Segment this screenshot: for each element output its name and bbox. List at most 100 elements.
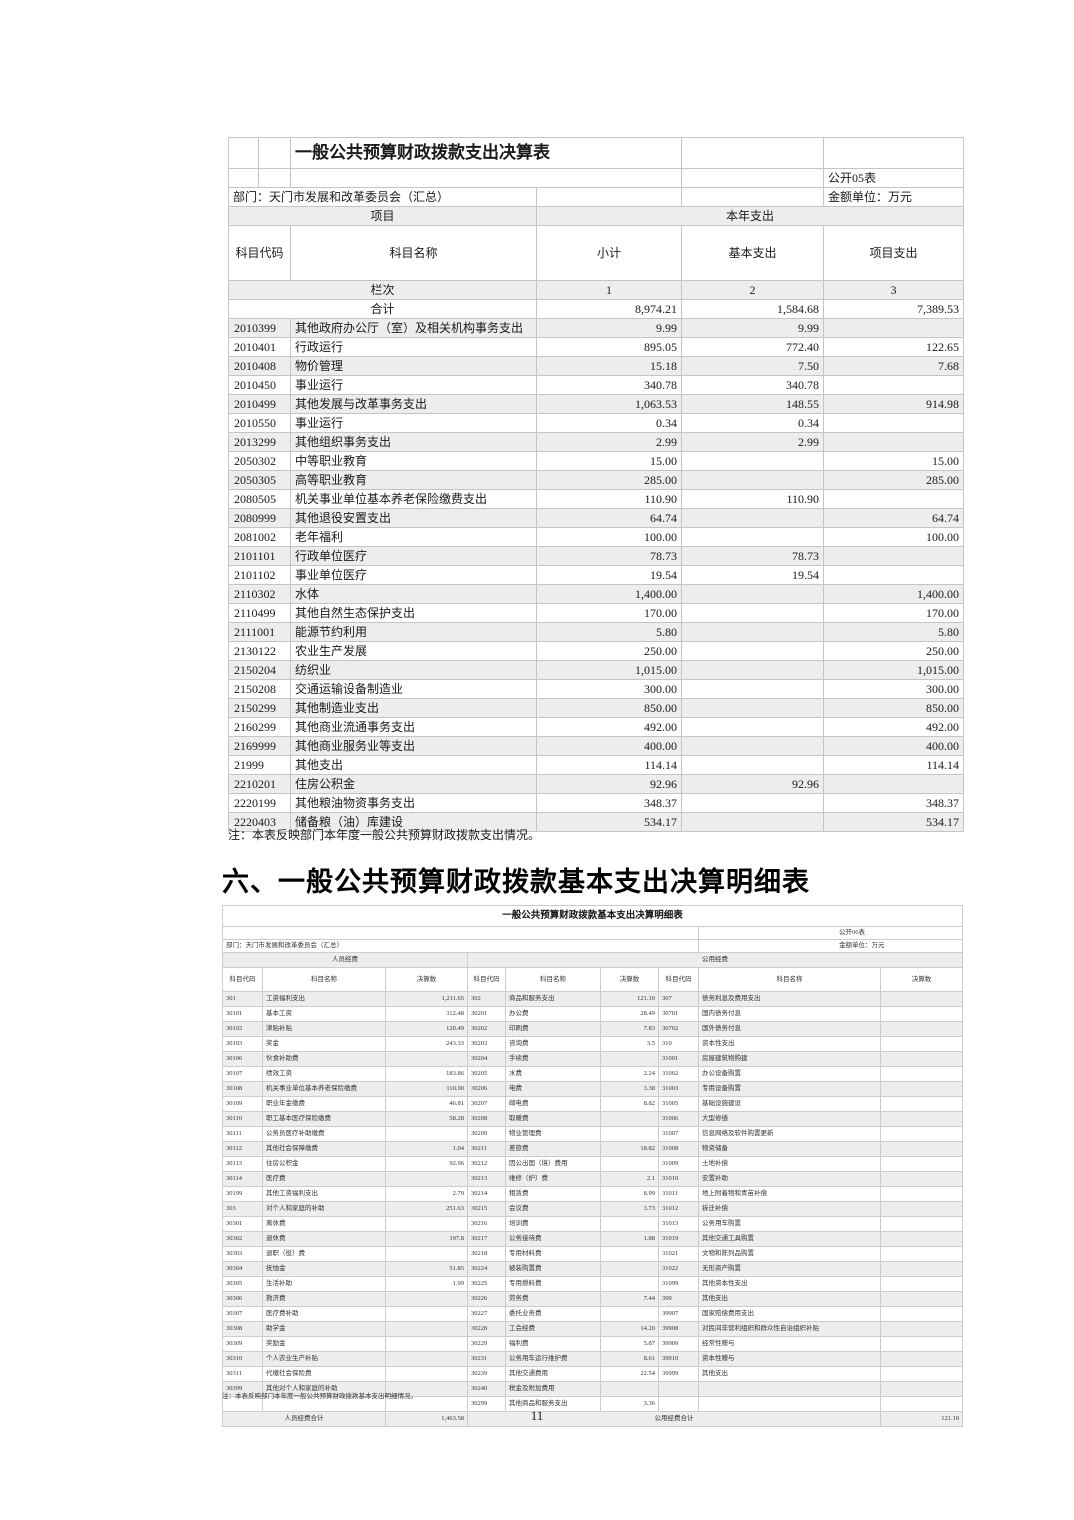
project-value: 492.00 bbox=[823, 717, 964, 737]
amount-value: 92.96 bbox=[385, 1156, 468, 1172]
subtotal-value: 534.17 bbox=[536, 812, 682, 832]
amount-value bbox=[879, 1051, 964, 1067]
total-basic: 1,584.68 bbox=[681, 299, 824, 319]
table-row: 2160299 其他商业流通事务支出 492.00 492.00 bbox=[228, 717, 964, 737]
table-row: 30309 奖励金 30229 福利费 5.87 39909 经常性赠与 bbox=[222, 1336, 964, 1352]
header-item: 项目 bbox=[228, 206, 537, 226]
basic-value bbox=[681, 698, 824, 718]
subject-code: 30228 bbox=[467, 1321, 506, 1337]
subject-code: 30218 bbox=[467, 1246, 506, 1262]
amount-value bbox=[879, 1276, 964, 1292]
subject-name: 储备粮（油）库建设 bbox=[290, 812, 537, 832]
table2-sheet-row: 公开06表 bbox=[222, 926, 964, 940]
subject-name: 被装购置费 bbox=[505, 1261, 601, 1277]
amount-value bbox=[879, 1096, 964, 1112]
amount-value bbox=[879, 991, 964, 1007]
subject-code: 30209 bbox=[467, 1126, 506, 1142]
basic-value bbox=[681, 622, 824, 642]
table1-sheet-label: 公开05表 bbox=[823, 168, 964, 188]
subject-code: 30305 bbox=[222, 1276, 263, 1292]
subject-code: 2010499 bbox=[228, 394, 291, 414]
subject-name: 安置补助 bbox=[698, 1171, 881, 1187]
project-value: 400.00 bbox=[823, 736, 964, 756]
subject-name: 住房公积金 bbox=[262, 1156, 386, 1172]
subject-code: 2111001 bbox=[228, 622, 291, 642]
subject-name: 工会经费 bbox=[505, 1321, 601, 1337]
table-row: 30113 住房公积金 92.96 30212 因公出国（境）费用 31009 土地补偿 bbox=[222, 1156, 964, 1172]
table-row: 2010550 事业运行 0.34 0.34 bbox=[228, 413, 964, 433]
subject-name: 办公设备购置 bbox=[698, 1066, 881, 1082]
table-row: 2081002 老年福利 100.00 100.00 bbox=[228, 527, 964, 547]
subject-name: 其他支出 bbox=[698, 1366, 881, 1382]
subject-name: 公务员医疗补助缴费 bbox=[262, 1126, 386, 1142]
basic-value bbox=[681, 584, 824, 604]
table2-title-row: 一般公共预算财政拨款基本支出决算明细表 bbox=[221, 905, 964, 927]
table-row: 2013299 其他组织事务支出 2.99 2.99 bbox=[228, 432, 964, 452]
amount-value bbox=[385, 1321, 468, 1337]
header-subject-name: 科目名称 bbox=[698, 967, 881, 992]
table-row: 30310 个人农业生产补贴 30231 公务用车运行维护费 8.61 39910 资本性赠… bbox=[222, 1351, 964, 1367]
subtotal-value: 170.00 bbox=[536, 603, 682, 623]
amount-value: 2.79 bbox=[385, 1186, 468, 1202]
amount-value bbox=[879, 1306, 964, 1322]
header-amount: 决算数 bbox=[600, 967, 659, 992]
subject-code: 2010399 bbox=[228, 318, 291, 338]
subject-code: 307 bbox=[658, 991, 699, 1007]
subject-code: 30311 bbox=[222, 1366, 263, 1382]
subject-name: 离休费 bbox=[262, 1216, 386, 1232]
amount-value: 243.33 bbox=[385, 1036, 468, 1052]
subtotal-value: 250.00 bbox=[536, 641, 682, 661]
amount-value bbox=[879, 1291, 964, 1307]
subject-name: 国家赔偿费用支出 bbox=[698, 1306, 881, 1322]
project-value bbox=[823, 565, 964, 585]
subject-code: 31001 bbox=[658, 1051, 699, 1067]
subject-name: 无形资产购置 bbox=[698, 1261, 881, 1277]
subject-code: 30226 bbox=[467, 1291, 506, 1307]
header-subject-code: 科目代码 bbox=[228, 225, 291, 281]
subject-name: 大型修缮 bbox=[698, 1111, 881, 1127]
subject-name: 其他商业流通事务支出 bbox=[290, 717, 537, 737]
amount-value bbox=[879, 1141, 964, 1157]
amount-value: 3.38 bbox=[600, 1081, 659, 1097]
spacer-cell bbox=[258, 137, 291, 169]
subject-code: 2220199 bbox=[228, 793, 291, 813]
subject-name: 咨询费 bbox=[505, 1036, 601, 1052]
table-row: 30101 基本工资 312.48 30201 办公费 28.49 30701 国内债务付息 bbox=[222, 1006, 964, 1022]
table-row: 30110 职工基本医疗保险缴费 58.28 30208 取暖费 31006 大型修缮 bbox=[222, 1111, 964, 1127]
total-label: 合计 bbox=[228, 299, 537, 319]
subtotal-value: 5.80 bbox=[536, 622, 682, 642]
table1-department: 部门：天门市发展和改革委员会（汇总） bbox=[228, 187, 537, 207]
subject-name: 公务用车运行维护费 bbox=[505, 1351, 601, 1367]
subject-code: 2130122 bbox=[228, 641, 291, 661]
amount-value: 251.63 bbox=[385, 1201, 468, 1217]
table-row: 2210201 住房公积金 92.96 92.96 bbox=[228, 774, 964, 794]
amount-value bbox=[600, 1156, 659, 1172]
table-row: 2080999 其他退役安置支出 64.74 64.74 bbox=[228, 508, 964, 528]
project-value: 250.00 bbox=[823, 641, 964, 661]
subtotal-value: 15.00 bbox=[536, 451, 682, 471]
table-row: 30307 医疗费补助 30227 委托业务费 39907 国家赔偿费用支出 bbox=[222, 1306, 964, 1322]
subject-code: 30111 bbox=[222, 1126, 263, 1142]
table-row: 30199 其他工资福利支出 2.79 30214 租赁费 8.99 31011 地上附着物和… bbox=[222, 1186, 964, 1202]
basic-value: 340.78 bbox=[681, 375, 824, 395]
table-row: 30112 其他社会保障缴费 1.04 30211 差旅费 18.82 31008 物资储备 bbox=[222, 1141, 964, 1157]
subject-name: 医疗费 bbox=[262, 1171, 386, 1187]
subject-name: 办公费 bbox=[505, 1006, 601, 1022]
table-row: 30311 代缴社会保险费 30239 其他交通费用 22.54 39999 其他支出 bbox=[222, 1366, 964, 1382]
project-value: 285.00 bbox=[823, 470, 964, 490]
subject-code: 30214 bbox=[467, 1186, 506, 1202]
spacer-cell bbox=[228, 137, 259, 169]
table-row: 2010408 物价管理 15.18 7.50 7.68 bbox=[228, 356, 964, 376]
subject-code: 2160299 bbox=[228, 717, 291, 737]
basic-value: 7.50 bbox=[681, 356, 824, 376]
page-number: 11 bbox=[530, 1408, 544, 1423]
basic-value: 2.99 bbox=[681, 432, 824, 452]
subject-code: 39907 bbox=[658, 1306, 699, 1322]
subject-code: 30307 bbox=[222, 1306, 263, 1322]
subject-name: 绩效工资 bbox=[262, 1066, 386, 1082]
subject-code: 2150208 bbox=[228, 679, 291, 699]
header-project: 项目支出 bbox=[823, 225, 964, 281]
amount-value: 28.49 bbox=[600, 1006, 659, 1022]
public-total-label: 公用经费合计 bbox=[467, 1411, 881, 1427]
amount-value: 8.82 bbox=[600, 1096, 659, 1112]
